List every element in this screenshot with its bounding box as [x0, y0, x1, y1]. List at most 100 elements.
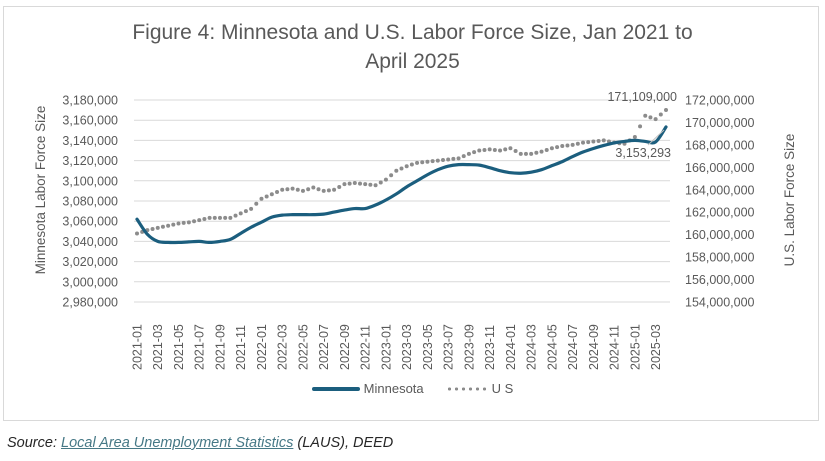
x-tick-label: 2021-03: [151, 324, 165, 370]
data-point-us: [435, 158, 440, 163]
x-tick-label: 2022-01: [255, 324, 269, 370]
dot-us: [160, 224, 165, 229]
dot-us: [192, 219, 197, 224]
x-tick-label: 2024-05: [545, 324, 559, 370]
x-tick-label: 2023-09: [462, 324, 476, 370]
dot-us: [233, 213, 238, 218]
x-tick-label: 2022-05: [296, 324, 310, 370]
chart-title: Figure 4: Minnesota and U.S. Labor Force…: [0, 18, 825, 76]
dot-us: [461, 154, 466, 159]
series-minnesota: [135, 125, 668, 245]
data-point-us: [508, 146, 513, 151]
x-tick-label: 2023-07: [442, 324, 456, 370]
data-point-us: [601, 138, 606, 143]
x-tick-label: 2023-05: [421, 324, 435, 370]
dot-us: [472, 150, 477, 155]
source-link[interactable]: Local Area Unemployment Statistics: [61, 435, 294, 451]
x-tick-label: 2023-01: [379, 324, 393, 370]
data-point-us: [228, 215, 233, 220]
data-label-us: 171,109,000: [607, 90, 677, 104]
left-axis-ticks: 3,180,000 3,160,000 3,140,000 3,120,000 3,10…: [62, 94, 118, 310]
legend-item-minnesota[interactable]: Minnesota: [311, 381, 424, 396]
dot-us: [399, 166, 404, 171]
dot-us: [378, 180, 383, 185]
x-axis-ticks: 2021-01 2021-03 2021-05 2021-07 2021-09 2021-…: [131, 324, 664, 370]
legend-item-us[interactable]: U S: [445, 381, 514, 396]
gridlines: [134, 99, 670, 303]
data-point-us: [363, 182, 368, 187]
dot-us: [544, 147, 549, 152]
dot-us: [316, 187, 321, 192]
legend-label-us: U S: [491, 381, 514, 396]
dot-us: [389, 173, 394, 178]
data-point-us: [539, 149, 544, 154]
data-label-leader: [647, 129, 665, 146]
source-suffix: (LAUS), DEED: [293, 435, 394, 451]
x-tick-label: 2024-11: [608, 325, 622, 370]
line-minnesota: [135, 125, 668, 245]
dot-us: [202, 216, 207, 221]
chart-title-line2: April 2025: [365, 50, 460, 73]
x-tick-label: 2021-01: [131, 324, 145, 370]
x-tick-label: 2025-03: [649, 324, 663, 370]
x-tick-label: 2023-03: [400, 324, 414, 370]
data-point-us: [425, 159, 430, 164]
data-point-us: [529, 151, 534, 156]
left-tick-label: 3,020,000: [62, 255, 118, 269]
left-tick-label: 3,000,000: [62, 275, 118, 289]
data-point-us: [135, 231, 139, 236]
dot-us: [430, 159, 435, 164]
data-point-us: [373, 183, 378, 188]
left-tick-label: 3,160,000: [62, 114, 118, 128]
x-tick-label: 2025-01: [628, 324, 642, 370]
data-point-us: [581, 140, 586, 145]
data-point-us: [249, 206, 254, 211]
right-tick-label: 172,000,000: [685, 94, 755, 108]
series-us: [135, 107, 668, 236]
data-point-us: [570, 142, 575, 147]
legend-label-minnesota: Minnesota: [363, 381, 424, 396]
dot-us: [409, 162, 414, 167]
data-point-us: [487, 147, 492, 152]
data-point-us: [332, 187, 337, 192]
dot-us: [358, 181, 363, 186]
dot-us: [254, 201, 259, 206]
dot-us: [596, 138, 601, 143]
data-point-us: [290, 186, 295, 191]
right-tick-label: 168,000,000: [685, 138, 755, 152]
dot-us: [513, 149, 518, 154]
data-point-us: [155, 225, 160, 230]
dot-us: [306, 187, 311, 192]
x-tick-label: 2022-07: [317, 324, 331, 370]
data-point-us: [560, 144, 565, 149]
data-point-us: [300, 188, 305, 193]
dot-us: [555, 145, 560, 150]
data-point-us: [238, 211, 243, 216]
dot-us: [638, 124, 643, 129]
data-point-us: [591, 139, 596, 144]
dot-us: [295, 187, 300, 192]
data-point-us: [446, 157, 451, 162]
x-tick-label: 2024-07: [566, 324, 580, 370]
x-tick-label: 2021-07: [193, 324, 207, 370]
dot-us: [565, 143, 570, 148]
data-point-us: [549, 146, 554, 151]
data-point-us: [259, 196, 264, 201]
dot-us: [212, 215, 217, 220]
data-point-us: [518, 151, 523, 156]
data-point-us: [653, 117, 658, 122]
data-point-us: [498, 148, 503, 153]
dot-us: [503, 147, 508, 152]
dot-us: [181, 220, 186, 225]
data-point-us: [280, 187, 285, 192]
left-axis-title: Minnesota Labor Force Size: [33, 106, 48, 275]
left-tick-label: 3,100,000: [62, 174, 118, 188]
legend-swatch-minnesota: [311, 386, 360, 391]
data-point-us: [321, 188, 326, 193]
chart-frame: [3, 6, 819, 421]
dot-us: [534, 150, 539, 155]
legend: Minnesota U S: [0, 381, 825, 396]
x-tick-label: 2023-11: [483, 325, 497, 370]
left-tick-label: 3,060,000: [62, 215, 118, 229]
x-tick-label: 2021-11: [234, 325, 248, 370]
